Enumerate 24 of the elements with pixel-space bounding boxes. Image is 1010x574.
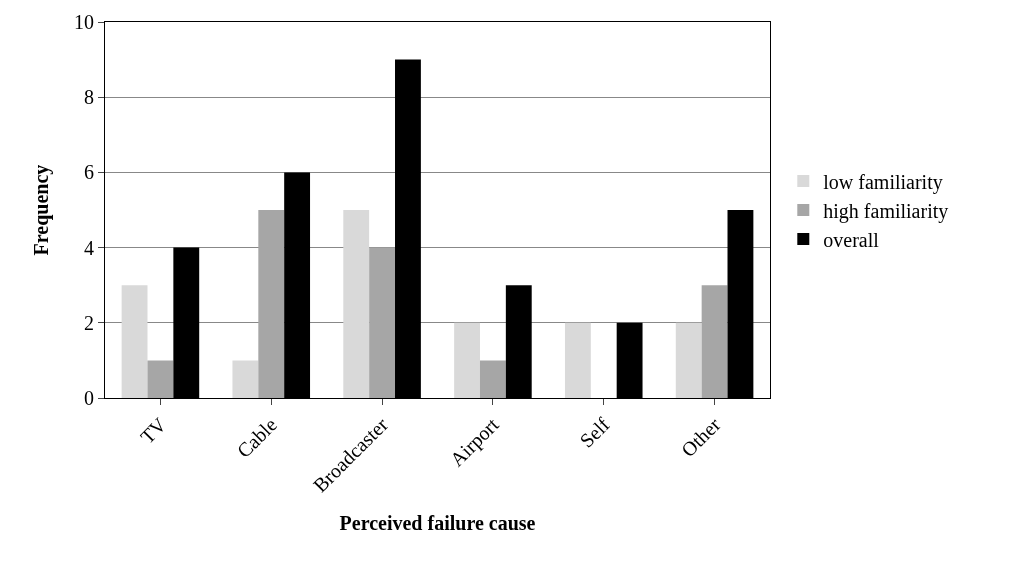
y-tick-label: 10 [74, 11, 94, 33]
y-tick-label: 4 [84, 236, 94, 259]
y-tick-label: 6 [84, 161, 94, 184]
bar [147, 360, 174, 398]
x-tick-label: Self [575, 413, 614, 452]
bar [232, 360, 259, 398]
legend-label: high familiarity [823, 199, 949, 223]
y-tick-label: 2 [84, 311, 94, 334]
y-tick-label: 8 [84, 86, 94, 109]
bar [479, 360, 506, 398]
bar [454, 322, 480, 398]
bar [121, 285, 148, 398]
x-tick-label: TV [135, 412, 171, 448]
bar [343, 210, 370, 398]
bar [701, 285, 728, 398]
y-tick-label: 0 [84, 387, 94, 409]
legend-label: overall [823, 228, 880, 251]
bar [258, 210, 285, 398]
bar [369, 247, 396, 398]
x-axis-title: Perceived failure cause [339, 511, 536, 534]
legend-label: low familiarity [823, 170, 943, 194]
bar [564, 322, 591, 398]
y-axis-title: Frequency [29, 164, 53, 256]
bar [675, 322, 702, 398]
